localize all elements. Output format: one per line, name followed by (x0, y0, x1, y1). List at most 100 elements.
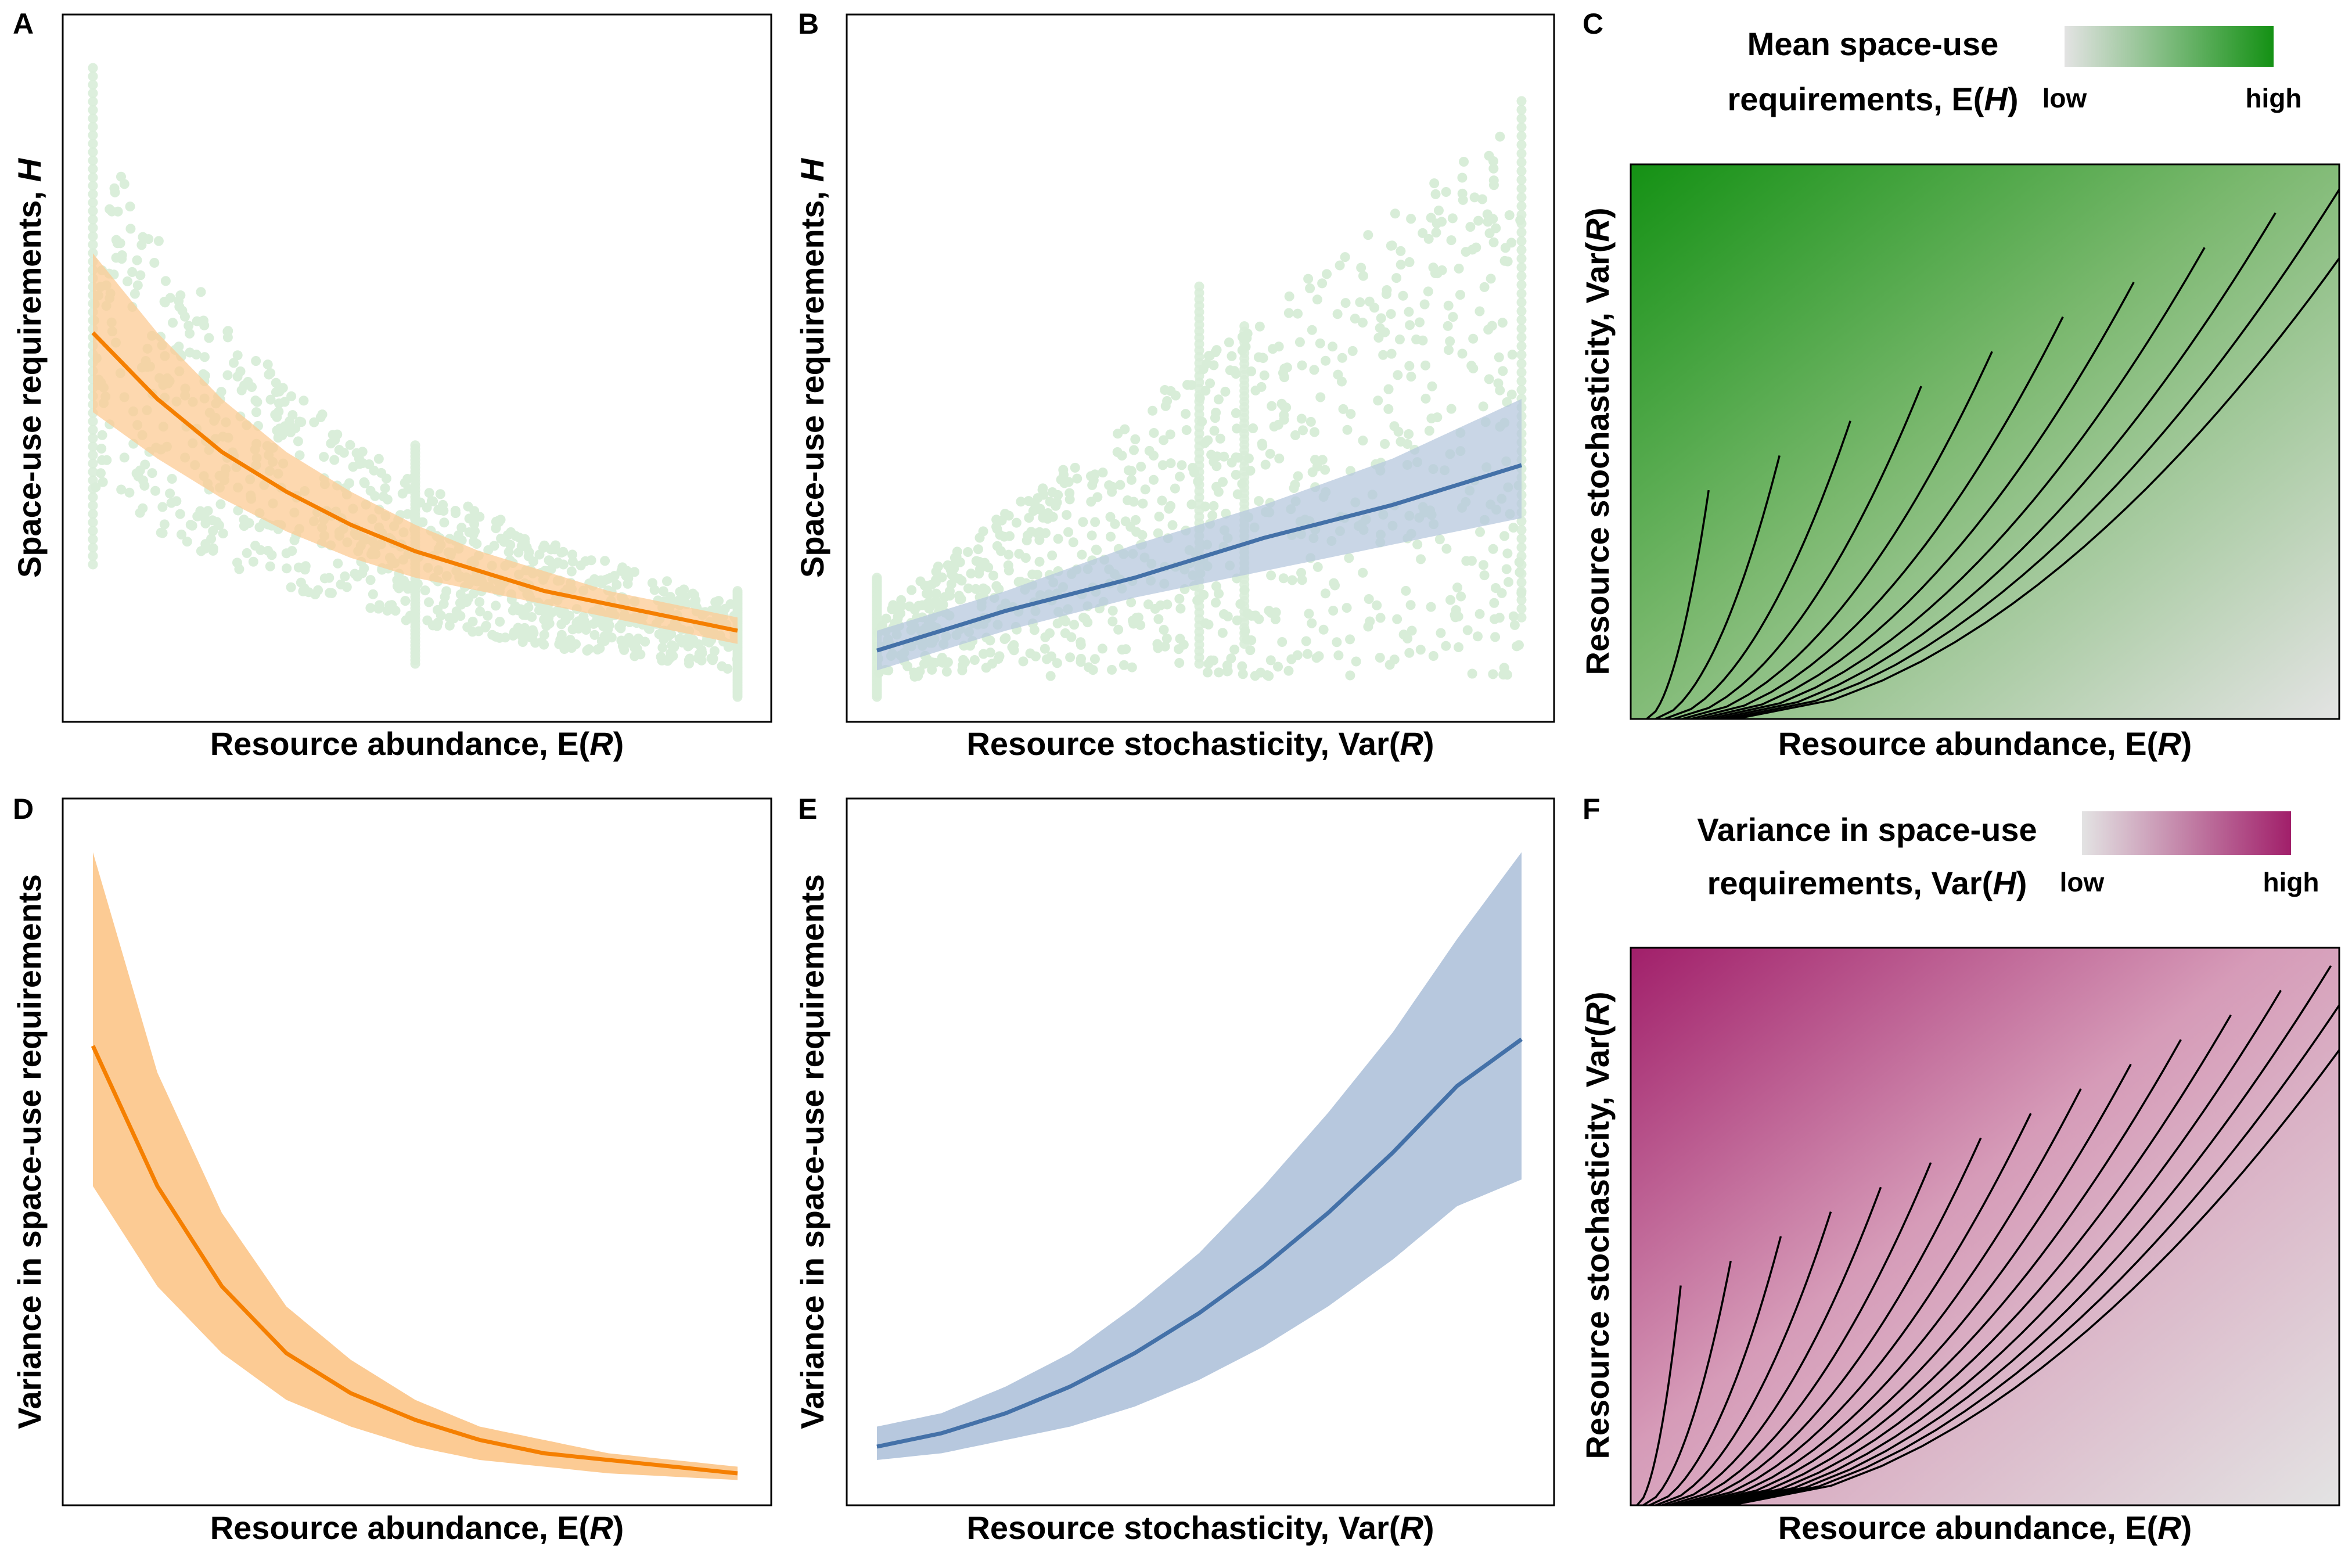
data-point-a (732, 665, 743, 675)
data-point-b (1064, 488, 1075, 498)
data-point-b (1404, 257, 1415, 267)
data-point-b (1443, 345, 1454, 355)
data-point-b (1211, 598, 1221, 608)
data-point-b (1174, 644, 1184, 654)
data-point-a (732, 663, 743, 674)
data-point-a (539, 630, 549, 640)
data-point-b (1483, 217, 1493, 227)
data-point-a (528, 556, 538, 567)
data-point-a (277, 430, 287, 440)
data-point-a (410, 625, 420, 636)
data-point-b (1423, 233, 1434, 244)
data-point-a (410, 592, 420, 602)
data-point-b (1490, 632, 1501, 642)
data-point-a (263, 545, 274, 556)
data-point-a (732, 647, 743, 657)
data-point-a (517, 631, 527, 642)
data-point-a (112, 238, 123, 249)
data-point-a (438, 506, 449, 516)
data-point-b (1239, 590, 1250, 600)
data-point-b (1038, 512, 1048, 523)
data-point-b (1194, 377, 1204, 387)
data-point-a (582, 645, 592, 656)
data-point-b (1386, 309, 1396, 319)
data-point-a (410, 514, 420, 524)
data-point-b (1484, 150, 1494, 161)
data-point-a (657, 642, 668, 653)
data-point-b (1233, 452, 1243, 463)
data-point-b (1097, 643, 1107, 654)
data-point-b (1297, 575, 1307, 585)
data-point-b (1045, 497, 1055, 507)
data-point-a (528, 628, 539, 638)
data-point-b (1194, 358, 1204, 368)
data-point-a (382, 494, 393, 505)
data-point-b (1231, 369, 1241, 379)
data-point-a (243, 376, 253, 387)
data-point-b (1286, 654, 1297, 664)
data-point-a (195, 506, 206, 516)
data-point-b (1515, 215, 1526, 225)
data-point-a (410, 499, 420, 510)
data-point-b (1045, 671, 1056, 681)
data-point-a (522, 542, 532, 553)
data-point-a (732, 607, 743, 618)
data-point-a (502, 530, 513, 541)
data-point-a (313, 585, 323, 595)
data-point-a (107, 206, 117, 217)
data-point-b (1239, 326, 1250, 337)
data-point-a (392, 581, 402, 591)
data-point-a (621, 571, 631, 581)
data-point-b (889, 604, 900, 614)
data-point-b (1406, 371, 1416, 382)
contour-line-f (1636, 1285, 1682, 1505)
data-point-a (436, 610, 446, 621)
data-point-b (1222, 611, 1233, 621)
data-point-a (619, 645, 630, 655)
colorbar-high-label-f: high (2263, 867, 2319, 897)
data-point-b (1154, 512, 1164, 522)
data-point-b (1406, 214, 1416, 224)
data-point-b (1507, 350, 1517, 360)
data-point-a (631, 637, 641, 648)
data-point-a (299, 583, 310, 594)
data-point-a (187, 520, 197, 531)
data-point-b (1315, 338, 1325, 348)
data-point-b (1389, 654, 1400, 665)
data-point-b (950, 558, 960, 569)
data-point-b (1257, 353, 1268, 363)
data-point-b (1225, 365, 1235, 376)
data-point-b (1239, 369, 1250, 380)
data-point-a (682, 635, 692, 646)
data-point-b (1432, 218, 1442, 229)
data-point-a (344, 478, 354, 488)
data-point-b (931, 588, 941, 599)
data-point-a (250, 541, 261, 551)
data-point-b (993, 654, 1004, 664)
data-point-a (565, 635, 576, 645)
data-point-a (88, 172, 98, 182)
data-point-b (1052, 497, 1062, 508)
data-point-b (1363, 621, 1373, 632)
data-point-b (1393, 370, 1403, 380)
data-point-a (294, 450, 305, 461)
panel-letter-d: D (13, 793, 34, 825)
data-point-b (1194, 345, 1204, 355)
data-point-a (138, 503, 148, 513)
data-point-b (1404, 307, 1414, 317)
data-point-a (451, 606, 462, 617)
data-point-a (326, 438, 336, 449)
data-point-b (978, 649, 988, 659)
axes-frame-b (846, 13, 1555, 723)
data-point-b (1053, 534, 1063, 544)
data-point-b (1125, 522, 1136, 532)
data-point-b (1516, 524, 1527, 535)
data-point-a (541, 604, 551, 614)
data-point-a (679, 584, 689, 595)
data-point-b (1265, 448, 1275, 459)
data-point-a (211, 517, 222, 527)
data-point-b (995, 530, 1005, 540)
data-point-a (410, 636, 420, 647)
data-point-b (1309, 365, 1319, 375)
data-point-b (1494, 352, 1504, 362)
